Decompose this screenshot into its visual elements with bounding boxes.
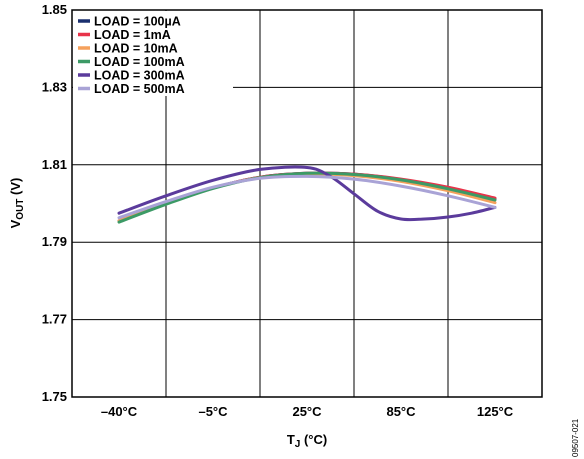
legend-label: LOAD = 500mA (94, 82, 185, 96)
x-tick-label: –5°C (198, 404, 228, 419)
y-tick-label: 1.83 (42, 79, 67, 94)
series-line-4 (117, 165, 497, 222)
x-tick-label: –40°C (101, 404, 138, 419)
plot-frame (71, 9, 543, 398)
y-tick-label: 1.77 (42, 312, 67, 327)
y-tick-label: 1.75 (42, 389, 67, 404)
legend-label: LOAD = 10mA (94, 42, 178, 56)
x-tick-label: 85°C (386, 404, 416, 419)
series-line-5 (117, 174, 497, 220)
legend-label: LOAD = 100mA (94, 55, 185, 69)
y-tick-labels: 1.75 1.77 1.79 1.81 1.83 1.85 (42, 2, 67, 404)
figure-id: 09507-021 (571, 418, 580, 457)
grid-lines (72, 10, 542, 397)
x-axis-title: TJ (°C) (287, 432, 327, 450)
legend-label: LOAD = 1mA (94, 28, 171, 42)
x-tick-label: 25°C (292, 404, 322, 419)
series-lines (117, 165, 497, 224)
series-line-3 (117, 171, 497, 224)
legend-background (73, 11, 233, 96)
y-axis-title: VOUT (V) (8, 178, 26, 229)
legend-label: LOAD = 100µA (94, 15, 181, 29)
x-tick-labels: –40°C –5°C 25°C 85°C 125°C (101, 404, 514, 419)
legend-label: LOAD = 300mA (94, 69, 185, 83)
y-tick-label: 1.81 (42, 157, 67, 172)
y-tick-label: 1.85 (42, 2, 67, 17)
x-tick-label: 125°C (477, 404, 514, 419)
y-tick-label: 1.79 (42, 234, 67, 249)
